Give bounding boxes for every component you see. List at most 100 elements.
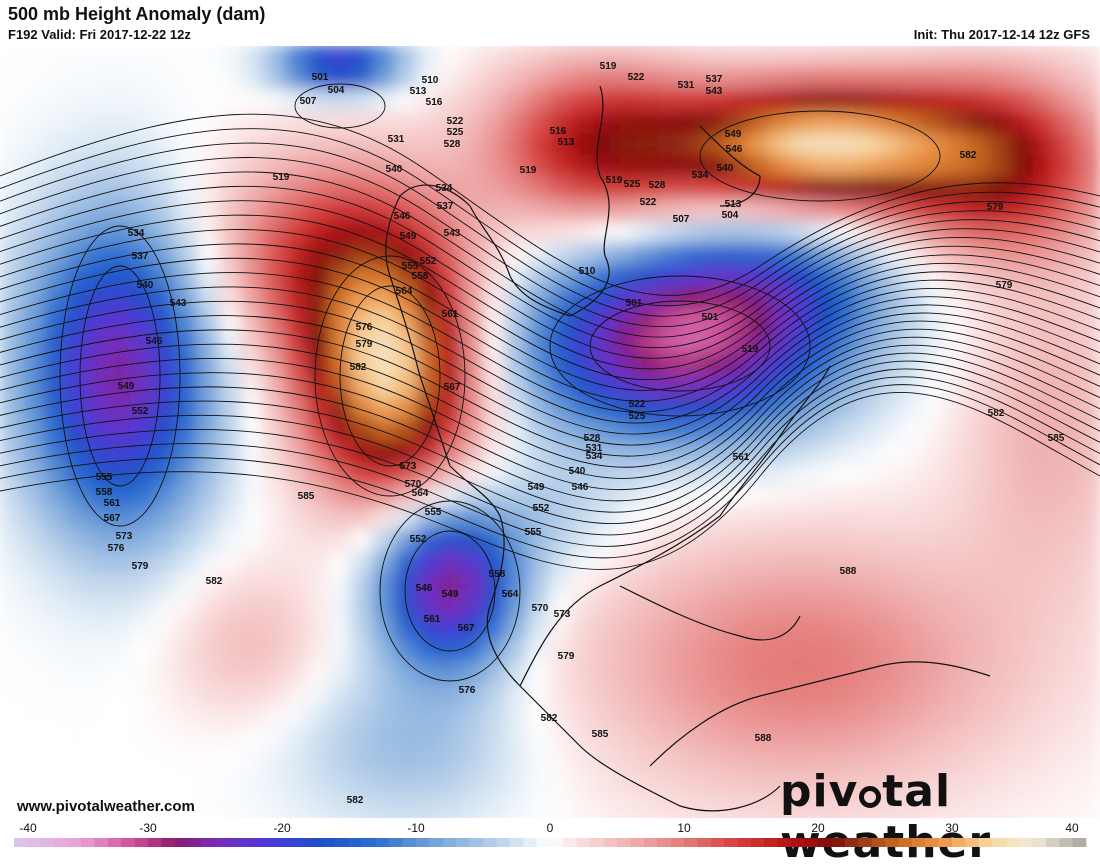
anomaly-cell xyxy=(1011,441,1035,465)
anomaly-cell xyxy=(395,815,419,818)
anomaly-cell xyxy=(703,331,727,355)
anomaly-cell xyxy=(659,639,683,663)
anomaly-cell xyxy=(659,815,683,818)
anomaly-cell xyxy=(681,771,705,795)
anomaly-cell xyxy=(769,287,793,311)
anomaly-cell xyxy=(857,815,881,818)
anomaly-cell xyxy=(483,265,507,289)
anomaly-cell xyxy=(505,46,529,69)
anomaly-cell xyxy=(571,551,595,575)
anomaly-cell xyxy=(681,397,705,421)
anomaly-cell xyxy=(791,177,815,201)
anomaly-cell xyxy=(241,111,265,135)
anomaly-cell xyxy=(989,661,1013,685)
anomaly-cell xyxy=(703,199,727,223)
anomaly-cell xyxy=(1055,661,1079,685)
anomaly-cell xyxy=(175,419,199,443)
anomaly-cell xyxy=(571,639,595,663)
anomaly-cell xyxy=(131,617,155,641)
anomaly-cell xyxy=(527,793,551,817)
anomaly-cell xyxy=(1055,485,1079,509)
anomaly-cell xyxy=(835,485,859,509)
anomaly-cell xyxy=(219,177,243,201)
anomaly-cell xyxy=(747,551,771,575)
website-url[interactable]: www.pivotalweather.com xyxy=(14,798,198,815)
anomaly-cell xyxy=(703,67,727,91)
anomaly-cell xyxy=(483,111,507,135)
anomaly-cell xyxy=(285,639,309,663)
anomaly-cell xyxy=(769,67,793,91)
contour-label: 528 xyxy=(444,139,461,150)
anomaly-cell xyxy=(21,111,45,135)
anomaly-cell xyxy=(131,89,155,113)
contour-label: 558 xyxy=(96,487,113,498)
anomaly-cell xyxy=(307,573,331,597)
anomaly-cell xyxy=(483,485,507,509)
anomaly-cell xyxy=(373,419,397,443)
anomaly-cell xyxy=(505,463,529,487)
anomaly-cell xyxy=(307,529,331,553)
anomaly-cell xyxy=(637,67,661,91)
anomaly-cell xyxy=(21,617,45,641)
anomaly-cell xyxy=(813,221,837,245)
anomaly-cell xyxy=(439,111,463,135)
anomaly-cell xyxy=(813,199,837,223)
anomaly-cell xyxy=(505,155,529,179)
anomaly-cell xyxy=(1077,353,1100,377)
anomaly-cell xyxy=(0,111,23,135)
anomaly-cell xyxy=(593,705,617,729)
anomaly-cell xyxy=(87,683,111,707)
anomaly-cell xyxy=(263,331,287,355)
anomaly-cell xyxy=(593,639,617,663)
anomaly-cell xyxy=(747,595,771,619)
anomaly-cell xyxy=(967,749,991,773)
anomaly-cell xyxy=(65,353,89,377)
anomaly-cell xyxy=(593,661,617,685)
anomaly-cell xyxy=(351,507,375,531)
anomaly-cell xyxy=(989,507,1013,531)
anomaly-cell xyxy=(549,617,573,641)
anomaly-cell xyxy=(329,441,353,465)
anomaly-cell xyxy=(571,485,595,509)
anomaly-cell xyxy=(351,463,375,487)
anomaly-cell xyxy=(1077,309,1100,333)
contour-label: 510 xyxy=(579,266,596,277)
anomaly-cell xyxy=(483,331,507,355)
colorbar-cell xyxy=(429,838,444,847)
anomaly-cell xyxy=(1077,749,1100,773)
anomaly-cell xyxy=(417,551,441,575)
anomaly-cell xyxy=(923,705,947,729)
anomaly-cell xyxy=(923,199,947,223)
anomaly-cell xyxy=(1033,551,1057,575)
anomaly-cell xyxy=(637,595,661,619)
anomaly-cell xyxy=(659,46,683,69)
anomaly-cell xyxy=(725,551,749,575)
anomaly-cell xyxy=(65,265,89,289)
anomaly-cell xyxy=(747,419,771,443)
anomaly-cell xyxy=(967,573,991,597)
anomaly-cell xyxy=(725,573,749,597)
anomaly-cell xyxy=(1011,793,1035,817)
anomaly-cell xyxy=(703,155,727,179)
anomaly-cell xyxy=(945,419,969,443)
anomaly-cell xyxy=(813,46,837,69)
contour-label: 555 xyxy=(525,527,542,538)
colorbar-cell xyxy=(737,838,752,847)
anomaly-cell xyxy=(1055,463,1079,487)
anomaly-cell xyxy=(1033,199,1057,223)
anomaly-cell xyxy=(791,749,815,773)
anomaly-cell xyxy=(637,705,661,729)
anomaly-cell xyxy=(681,46,705,69)
anomaly-cell xyxy=(527,353,551,377)
anomaly-cell xyxy=(857,639,881,663)
anomaly-cell xyxy=(21,595,45,619)
anomaly-cell xyxy=(395,89,419,113)
anomaly-cell xyxy=(263,551,287,575)
anomaly-cell xyxy=(813,177,837,201)
anomaly-cell xyxy=(241,67,265,91)
anomaly-cell xyxy=(1011,617,1035,641)
anomaly-cell xyxy=(901,331,925,355)
anomaly-cell xyxy=(945,46,969,69)
colorbar-cell xyxy=(14,838,28,847)
anomaly-cell xyxy=(549,243,573,267)
